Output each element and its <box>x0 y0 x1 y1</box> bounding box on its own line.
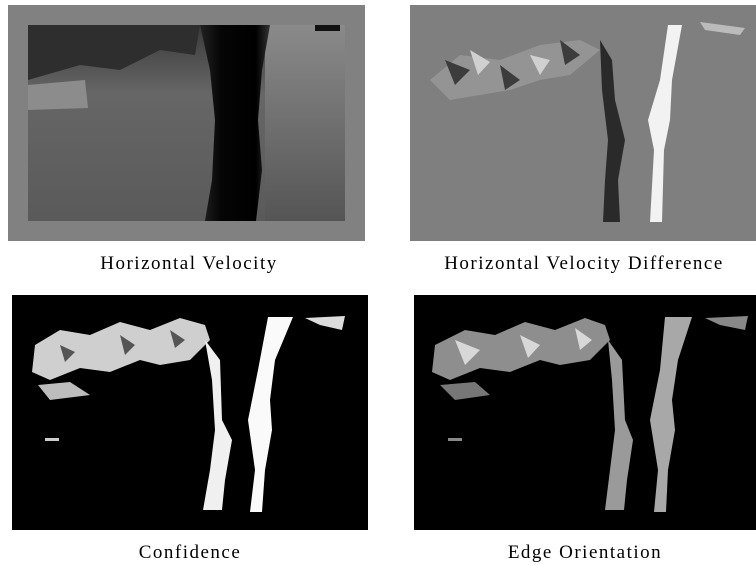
panel-confidence <box>12 295 368 530</box>
figure: Horizontal Velocity Horizontal Velocity … <box>0 0 756 565</box>
page: Horizontal Velocity Horizontal Velocity … <box>0 0 756 565</box>
caption: Confidence <box>139 542 242 563</box>
caption: Edge Orientation <box>508 542 662 563</box>
panel-edge-orientation <box>414 295 756 530</box>
panel-horizontal-velocity <box>8 5 365 241</box>
panel-horizontal-velocity-difference <box>410 5 756 241</box>
caption: Horizontal Velocity <box>100 253 277 274</box>
caption: Horizontal Velocity Difference <box>444 253 724 274</box>
